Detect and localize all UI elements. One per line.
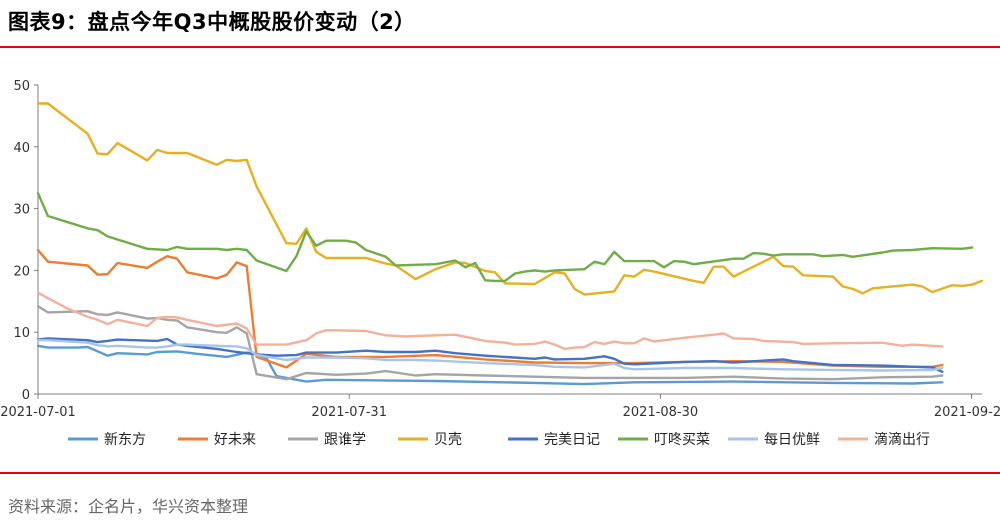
series-line-4: [36, 337, 944, 373]
line-chart: 0 10 20 30 40 50 2021-07-01 2021-07-31 2021-08-3…: [0, 79, 1000, 448]
y-tick-label: 0: [22, 388, 30, 403]
x-tick-label: 2021-07-01: [0, 405, 76, 420]
y-tick-label: 30: [13, 203, 30, 218]
series-line-5: [36, 191, 974, 283]
y-tick-label: 20: [13, 264, 30, 279]
title-divider: [0, 46, 1000, 48]
y-tick-label: 10: [13, 326, 30, 341]
page-title: 图表9：盘点今年Q3中概股股价变动（2）: [8, 10, 416, 34]
series-line-2: [36, 305, 944, 381]
series-layer: [36, 102, 984, 386]
series-line-3: [36, 102, 984, 296]
x-tick-label: 2021-08-30: [623, 405, 699, 420]
chart-axes: 0 10 20 30 40 50 2021-07-01 2021-07-31 2021-08-3…: [0, 79, 1000, 420]
legend-label: 滴滴出行: [874, 431, 930, 448]
legend-label: 贝壳: [434, 431, 462, 448]
legend-label: 好未来: [214, 432, 256, 448]
x-tick-label: 2021-09-29: [934, 405, 1000, 420]
chart-legend: 新东方 好未来 跟谁学 贝壳 完美日记 叮咚买菜 每日优鲜 滴滴出行: [68, 431, 930, 448]
source-note: 资料来源：企名片，华兴资本整理: [8, 497, 249, 516]
series-line-6: [36, 339, 944, 372]
y-tick-label: 40: [13, 141, 30, 156]
series-line-1: [36, 248, 944, 369]
legend-label: 每日优鲜: [764, 432, 820, 448]
legend-label: 新东方: [104, 432, 146, 448]
legend-label: 叮咚买菜: [654, 432, 710, 448]
legend-label: 跟谁学: [324, 432, 366, 448]
y-tick-label: 50: [13, 79, 30, 94]
legend-label: 完美日记: [544, 432, 600, 448]
source-divider: [0, 472, 1000, 474]
series-line-7: [36, 291, 944, 351]
x-tick-label: 2021-07-31: [311, 405, 387, 420]
